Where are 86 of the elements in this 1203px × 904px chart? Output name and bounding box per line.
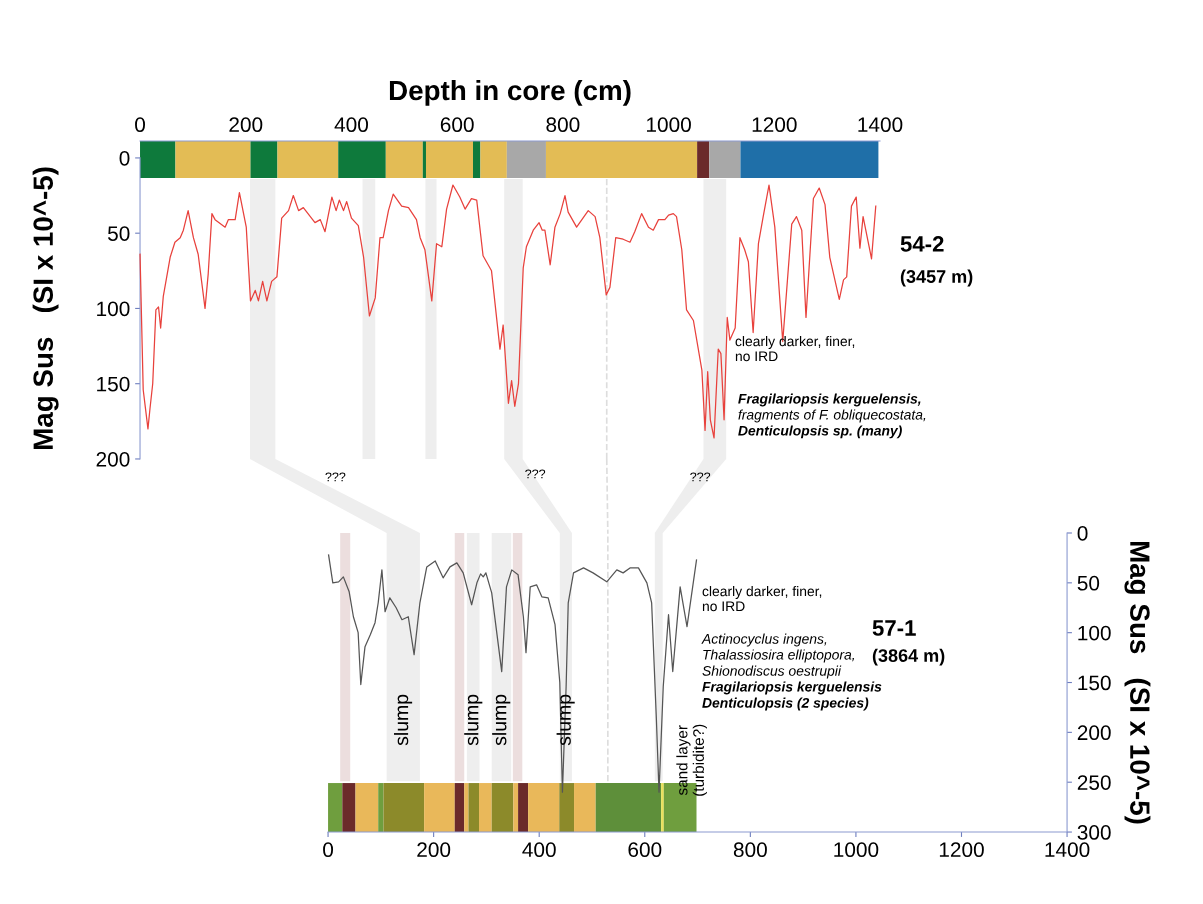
- annotation: sand layer (turbidite?): [676, 724, 707, 796]
- bar: [697, 141, 710, 178]
- annotation: slump: [556, 694, 575, 746]
- x-tick-label: 200: [417, 842, 451, 858]
- bar: [473, 141, 481, 178]
- y-tick-label: 50: [107, 226, 130, 241]
- bar: [385, 141, 423, 178]
- bar: [479, 783, 492, 833]
- bar: [740, 141, 879, 178]
- y-tick-label: 200: [96, 451, 130, 467]
- y-tick-label: 150: [97, 376, 130, 392]
- x-tick-label: 800: [546, 117, 580, 133]
- bar: [355, 783, 379, 833]
- annotation: Fragilariopsis kerguelensis,: [738, 393, 921, 407]
- annotation: slump: [464, 694, 483, 746]
- x-tick-label: 1400: [858, 117, 903, 133]
- bar: [709, 141, 741, 178]
- bar: [468, 783, 480, 833]
- y-tick-label: 250: [1077, 775, 1111, 790]
- text: ???: [325, 472, 346, 482]
- bar: [661, 783, 664, 833]
- y-tick-label: 200: [1077, 725, 1111, 741]
- x-tick-label: 800: [733, 842, 767, 858]
- annotation: clearly darker, finer, no IRD: [702, 586, 822, 612]
- annotation: Denticulopsis sp. (many): [738, 425, 902, 439]
- annotation: Fragilariopsis kerguelensis: [702, 681, 882, 695]
- bar: [250, 141, 278, 178]
- y-tick-label: 0: [1077, 526, 1088, 541]
- text: 54-2: [900, 236, 944, 252]
- x-tick-label: 600: [628, 842, 662, 858]
- x-tick-label: 0: [323, 842, 334, 858]
- bar: [464, 783, 469, 833]
- y-tick-label: 150: [1078, 675, 1111, 691]
- bar: [277, 141, 339, 178]
- x-tick-label: 400: [334, 117, 369, 133]
- bar: [595, 783, 662, 833]
- bar: [491, 783, 514, 833]
- bar: [424, 783, 455, 833]
- x-tick-label: 1400: [1045, 842, 1090, 858]
- annotation: slump: [492, 694, 511, 746]
- annotation: Thalassiosira elliptopora,: [703, 649, 854, 663]
- bar: [513, 783, 519, 833]
- annotation: Actinocyclus ingens,: [701, 633, 827, 647]
- x-tick-label: 1200: [939, 842, 984, 858]
- annotation: Denticulopsis (2 species): [702, 697, 869, 711]
- y-axis-title: Mag Sus (SI x 10^-5): [1124, 541, 1151, 824]
- y-tick-label: 100: [97, 301, 130, 317]
- y-tick-label: 50: [1077, 575, 1100, 591]
- x-tick-label: 1200: [752, 117, 797, 133]
- bar: [140, 141, 176, 178]
- bar: [342, 783, 356, 833]
- y-axis-title: Mag Sus (SI x 10^-5): [32, 167, 59, 449]
- annotation: slump: [394, 694, 413, 746]
- bar: [528, 783, 560, 833]
- bar: [454, 783, 465, 833]
- bar: [506, 141, 546, 178]
- bar: [328, 783, 343, 833]
- bar: [545, 141, 698, 178]
- bar: [425, 141, 474, 178]
- bar: [378, 783, 384, 833]
- bar: [383, 783, 425, 833]
- bar: [175, 141, 251, 178]
- text: ???: [525, 469, 546, 479]
- annotation: 57-1: [872, 620, 916, 636]
- y-tick-label: 100: [1078, 625, 1111, 641]
- bar: [559, 783, 575, 833]
- y-tick-label: 300: [1077, 825, 1111, 840]
- text: (3457 m): [900, 269, 973, 287]
- annotation: (3864 m): [872, 648, 945, 666]
- x-tick-label: 1000: [646, 117, 691, 133]
- annotation: Shionodiscus oestrupii: [702, 665, 842, 679]
- bar: [574, 783, 596, 833]
- bar: [480, 141, 507, 178]
- bar: [422, 141, 426, 178]
- x-tick-label: 600: [440, 117, 474, 133]
- x-axis-title: Depth in core (cm): [389, 79, 631, 106]
- x-tick-label: 400: [522, 842, 556, 858]
- text: ???: [690, 472, 711, 482]
- bar: [518, 783, 529, 833]
- x-tick-label: 1000: [834, 842, 879, 858]
- annotation: clearly darker, finer, no IRD: [735, 336, 855, 362]
- y-tick-label: 0: [119, 150, 130, 166]
- annotation: fragments of F. obliquecostata,: [738, 409, 926, 423]
- bar: [338, 141, 386, 178]
- x-tick-label: 0: [135, 117, 146, 133]
- x-tick-label: 200: [229, 117, 263, 133]
